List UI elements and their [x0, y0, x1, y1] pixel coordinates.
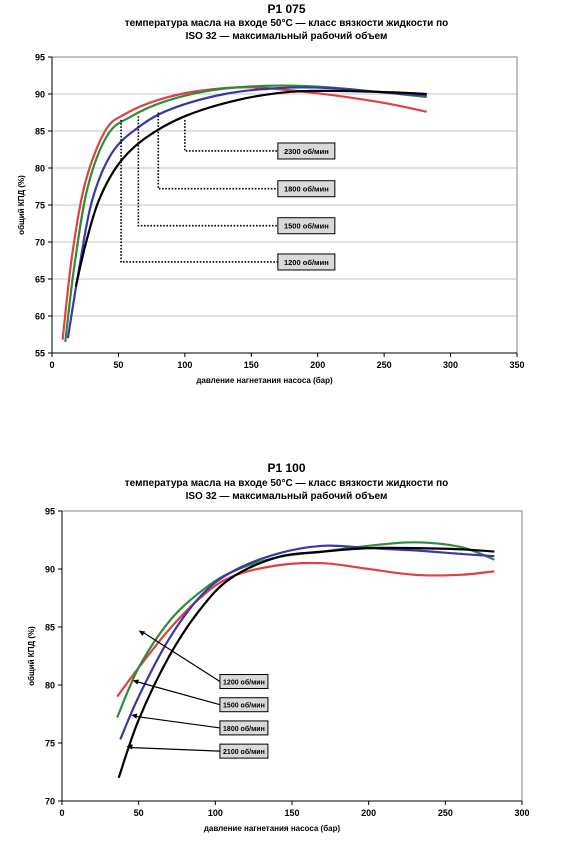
- x-tick-label: 300: [443, 360, 458, 370]
- x-axis-label: давление нагнетания насоса (бар): [204, 824, 341, 833]
- x-tick-label: 50: [134, 808, 144, 818]
- x-tick-label: 200: [310, 360, 325, 370]
- x-tick-label: 150: [284, 808, 299, 818]
- x-tick-label: 50: [113, 360, 123, 370]
- annotation-leader-1200: [120, 119, 278, 263]
- series-line-2100: [117, 546, 495, 779]
- series-line-1200: [74, 89, 427, 287]
- y-tick-label: 95: [45, 507, 55, 517]
- x-tick-label: 0: [59, 808, 64, 818]
- annotation-box-2100: [219, 743, 269, 759]
- annotation-arrow-2100: [129, 746, 220, 752]
- annotation-box-1200: [277, 253, 336, 271]
- efficiency-chart-p1-100: 70 75 80 85 90 95 0 50 100 150 200 250 300 давление н…: [27, 507, 530, 834]
- annotation-arrow-1800: [133, 715, 221, 729]
- x-tick-label: 350: [509, 360, 524, 370]
- chart-title-2: P1 100: [267, 461, 306, 475]
- x-tick-label: 250: [438, 808, 453, 818]
- y-tick-label: 90: [35, 90, 45, 100]
- annotation-box-1800: [277, 180, 336, 198]
- y-tick-label: 95: [35, 53, 45, 63]
- y-tick-label: 85: [45, 623, 55, 633]
- x-tick-label: 100: [177, 360, 192, 370]
- y-axis-label: общий КПД (%): [27, 626, 36, 686]
- x-tick-label: 250: [377, 360, 392, 370]
- annotation-label-2300: 2300 об/мин: [284, 147, 329, 156]
- annotation-label-1800: 1800 об/мин: [284, 185, 329, 194]
- annotation-arrow-1500: [135, 680, 221, 706]
- y-tick-label: 75: [35, 201, 45, 211]
- annotation-label-1800: 1800 об/мин: [223, 725, 265, 733]
- x-tick-label: 0: [49, 360, 54, 370]
- x-axis-label: давление нагнетания насоса (бар): [196, 376, 333, 385]
- annotation-box-1200: [219, 674, 269, 690]
- annotation-label-1200: 1200 об/мин: [284, 258, 329, 267]
- y-axis-label: общий КПД (%): [17, 175, 26, 235]
- plot-area: [61, 510, 523, 802]
- series-line-1200: [116, 561, 495, 698]
- y-tick-label: 55: [35, 349, 45, 359]
- annotation-leader-2300: [184, 119, 278, 152]
- annotation-box-2300: [277, 142, 336, 160]
- annotation-label-2100: 2100 об/мин: [223, 748, 265, 756]
- annotation-label-1500: 1500 об/мин: [223, 702, 265, 710]
- y-tick-label: 80: [35, 164, 45, 174]
- series-line-1800: [119, 544, 495, 740]
- y-tick-label: 65: [35, 275, 45, 285]
- x-tick-label: 300: [514, 808, 529, 818]
- annotation-box-1800: [219, 720, 269, 736]
- series-line-2300: [61, 86, 427, 340]
- efficiency-chart-p1-075: 55 60 65 70 75 80 85 90 95 0 50 100 150 200 250 300 350 д…: [17, 53, 525, 386]
- annotation-arrowhead-1200: [138, 630, 146, 636]
- x-tick-label: 100: [208, 808, 223, 818]
- annotation-label-1500: 1500 об/мин: [284, 222, 329, 231]
- y-tick-label: 60: [35, 312, 45, 322]
- annotation-arrow-1200: [141, 630, 221, 683]
- annotation-box-1500: [277, 217, 336, 235]
- series-line-1500: [66, 86, 427, 339]
- annotation-arrowhead-2100: [126, 744, 133, 750]
- y-tick-label: 70: [35, 238, 45, 248]
- series-group: [116, 541, 495, 779]
- annotation-leader-1500: [137, 116, 278, 227]
- y-tick-label: 70: [45, 797, 55, 807]
- y-tick-label: 90: [45, 565, 55, 575]
- y-tick-label: 85: [35, 127, 45, 137]
- chart-title-1: P1 075: [267, 2, 306, 16]
- x-tick-label: 200: [361, 808, 376, 818]
- annotation-arrowhead-1500: [132, 679, 140, 685]
- chart-subtitle-1: температура масла на входе 50°C — класс …: [124, 18, 449, 42]
- y-tick-label: 80: [45, 681, 55, 691]
- chart-subtitle-2: температура масла на входе 50°C — класс …: [124, 478, 449, 502]
- annotation-arrowhead-1800: [131, 713, 138, 719]
- x-tick-label: 150: [244, 360, 259, 370]
- y-tick-label: 75: [45, 739, 55, 749]
- annotation-box-1500: [219, 697, 269, 713]
- annotation-label-1200: 1200 об/мин: [223, 679, 265, 687]
- series-group: [61, 84, 427, 343]
